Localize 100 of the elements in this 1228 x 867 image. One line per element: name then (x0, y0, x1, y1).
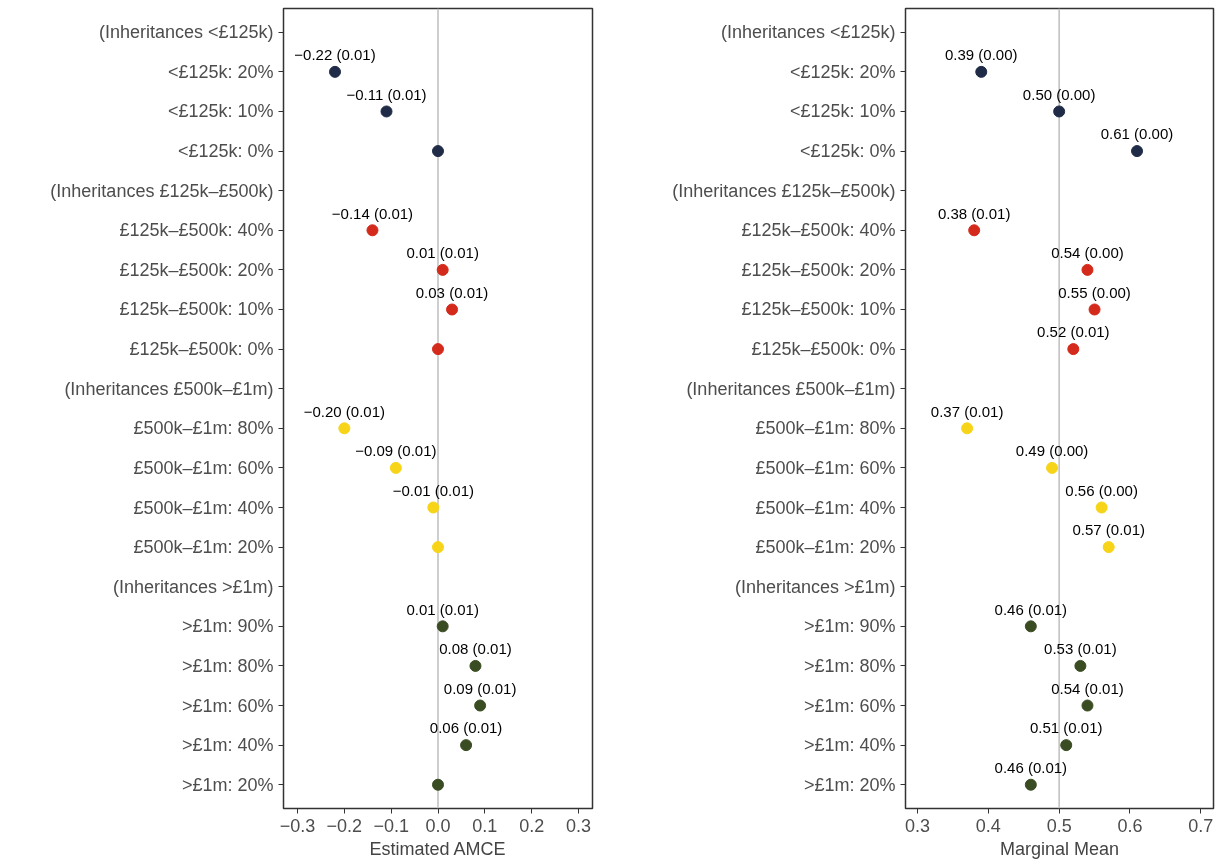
data-label: 0.06 (0.01) (429, 719, 503, 737)
y-tick-label: (Inheritances £125k–£500k) (50, 180, 274, 201)
point (1053, 105, 1066, 118)
y-tick-label: £500k–£1m: 80% (133, 418, 274, 439)
y-tick-label: >£1m: 60% (181, 695, 274, 716)
data-label: −0.20 (0.01) (303, 402, 386, 420)
point (1095, 501, 1108, 514)
y-tick-label: £125k–£500k: 20% (119, 259, 274, 280)
point (1074, 659, 1087, 672)
y-tick-label: <£125k: 10% (789, 101, 896, 122)
x-tick-label: 0.4 (975, 815, 1001, 836)
y-tick-label: £125k–£500k: 40% (741, 220, 896, 241)
y-tick-label: £500k–£1m: 60% (755, 457, 896, 478)
y-tick-label: £500k–£1m: 40% (133, 497, 274, 518)
data-label: 0.01 (0.01) (406, 600, 479, 618)
data-label: 0.53 (0.01) (1044, 640, 1117, 658)
x-tick-label: 0.3 (905, 815, 931, 836)
point (1131, 145, 1144, 158)
point (1024, 620, 1037, 633)
data-label: 0.49 (0.00) (1015, 442, 1089, 460)
y-tick-label: £125k–£500k: 10% (741, 299, 896, 320)
y-tick-label: £500k–£1m: 40% (755, 497, 896, 518)
y-tick-label: >£1m: 20% (181, 774, 274, 795)
data-label: −0.09 (0.01) (355, 442, 437, 460)
x-tick-label: 0.1 (472, 815, 498, 836)
data-label: 0.54 (0.01) (1051, 679, 1124, 697)
data-label: 0.46 (0.01) (994, 759, 1068, 777)
data-label: 0.55 (0.00) (1058, 283, 1131, 301)
y-tick-label: £500k–£1m: 20% (755, 537, 896, 558)
y-tick-label: (Inheritances £500k–£1m) (686, 378, 896, 399)
data-label: 0.09 (0.01) (443, 679, 517, 697)
point (474, 699, 487, 712)
point (338, 422, 351, 435)
data-label: 0.54 (0.00) (1051, 244, 1124, 262)
data-label: −0.11 (0.01) (346, 85, 427, 103)
point (436, 263, 449, 276)
point (460, 739, 473, 752)
point (329, 65, 341, 78)
data-label: 0.56 (0.00) (1065, 481, 1138, 499)
data-label: 0.08 (0.01) (439, 640, 512, 658)
point (432, 145, 444, 158)
y-tick-label: £500k–£1m: 80% (755, 418, 896, 439)
y-tick-label: (Inheritances <£125k) (98, 22, 274, 43)
point (432, 343, 444, 356)
point (1060, 739, 1073, 752)
y-tick-label: >£1m: 90% (803, 616, 896, 637)
x-tick-label: 0.6 (1117, 815, 1143, 836)
y-tick-label: <£125k: 20% (789, 61, 896, 82)
point (975, 65, 988, 78)
data-label: −0.14 (0.01) (331, 204, 414, 222)
y-tick-label: (Inheritances >£1m) (734, 576, 896, 597)
point (366, 224, 379, 237)
x-tick-label: −0.3 (279, 815, 316, 836)
point (968, 224, 981, 237)
y-tick-label: >£1m: 90% (181, 616, 274, 637)
data-label: 0.37 (0.01) (930, 402, 1004, 420)
point (961, 422, 974, 435)
y-tick-label: <£125k: 0% (177, 141, 274, 162)
x-tick-label: −0.2 (326, 815, 363, 836)
point (380, 105, 393, 118)
y-tick-label: £500k–£1m: 20% (133, 537, 274, 558)
data-label: 0.51 (0.01) (1029, 719, 1103, 737)
point (1081, 263, 1094, 276)
data-label: 0.03 (0.01) (415, 283, 489, 301)
point (1067, 343, 1080, 356)
point (469, 659, 482, 672)
x-tick-label: 0.0 (425, 815, 451, 836)
point (436, 620, 449, 633)
y-tick-label: <£125k: 0% (799, 141, 896, 162)
y-tick-label: <£125k: 20% (167, 61, 274, 82)
data-label: 0.38 (0.01) (937, 204, 1011, 222)
y-tick-label: £500k–£1m: 60% (133, 457, 274, 478)
y-tick-label: >£1m: 60% (803, 695, 896, 716)
data-label: 0.01 (0.01) (406, 244, 479, 262)
data-label: 0.57 (0.01) (1072, 521, 1145, 539)
point (432, 541, 444, 554)
y-tick-label: £125k–£500k: 0% (129, 339, 274, 360)
y-tick-label: £125k–£500k: 40% (119, 220, 274, 241)
data-label: 0.61 (0.00) (1100, 125, 1174, 143)
y-tick-label: (Inheritances >£1m) (112, 576, 274, 597)
data-label: −0.22 (0.01) (294, 46, 376, 64)
y-tick-label: £125k–£500k: 10% (119, 299, 274, 320)
data-label: 0.50 (0.00) (1022, 85, 1096, 103)
y-tick-label: >£1m: 20% (803, 774, 896, 795)
x-tick-label: 0.3 (565, 815, 591, 836)
x-axis-title: Marginal Mean (999, 838, 1120, 859)
point (389, 461, 402, 474)
y-tick-label: >£1m: 40% (181, 735, 274, 756)
point (1024, 778, 1037, 791)
y-tick-label: >£1m: 40% (803, 735, 896, 756)
data-label: −0.01 (0.01) (392, 481, 474, 499)
point (1102, 541, 1115, 554)
data-label: 0.39 (0.00) (944, 46, 1018, 64)
point (1081, 699, 1094, 712)
point (1088, 303, 1101, 316)
point (446, 303, 459, 316)
y-tick-label: >£1m: 80% (181, 655, 274, 676)
y-tick-label: £125k–£500k: 0% (751, 339, 896, 360)
x-axis-title: Estimated AMCE (369, 838, 506, 859)
y-tick-label: >£1m: 80% (803, 655, 896, 676)
